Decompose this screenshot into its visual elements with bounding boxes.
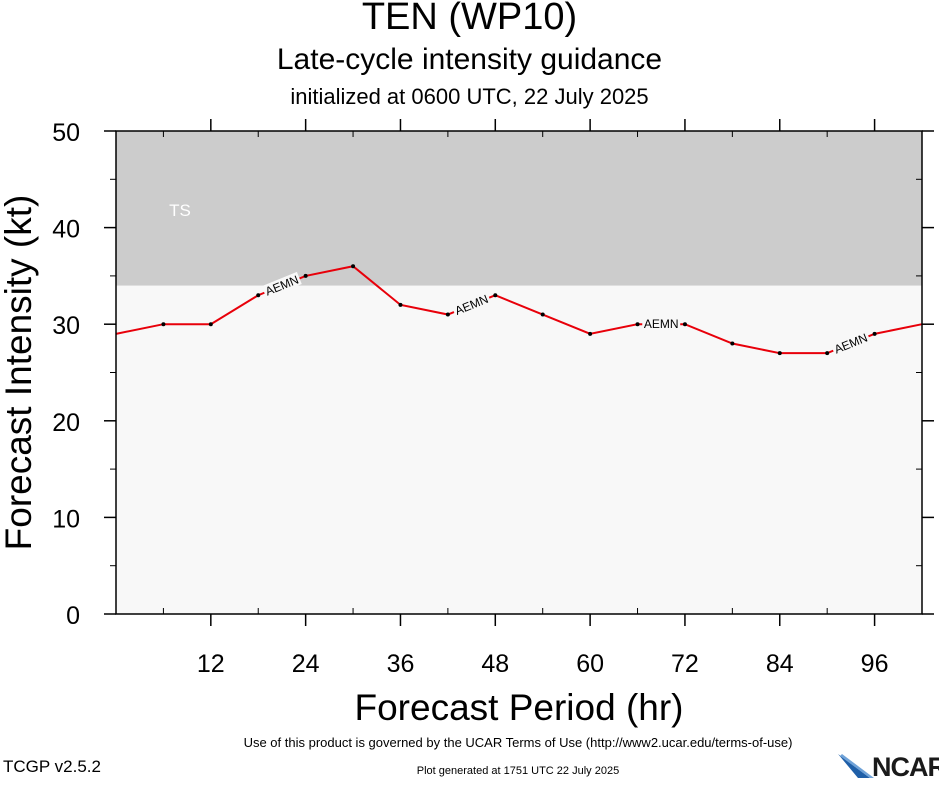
x-tick-label: 96 <box>861 650 889 678</box>
y-tick-label: 10 <box>52 505 80 533</box>
x-axis-label: Forecast Period (hr) <box>355 687 684 728</box>
y-tick-label: 20 <box>52 409 80 437</box>
x-tick-label: 84 <box>766 650 794 678</box>
initialization-time: initialized at 0600 UTC, 22 July 2025 <box>290 84 649 109</box>
data-point <box>872 331 877 336</box>
data-point <box>303 273 308 278</box>
data-point <box>825 351 830 356</box>
ncar-swoosh-icon <box>838 754 874 778</box>
terms-of-use-notice: Use of this product is governed by the U… <box>243 735 793 750</box>
version-label: TCGP v2.5.2 <box>3 757 101 776</box>
y-tick-label: 50 <box>52 119 80 147</box>
x-tick-label: 24 <box>292 650 320 678</box>
y-tick-label: 30 <box>52 312 80 340</box>
x-tick-label: 48 <box>481 650 509 678</box>
plot-frame <box>115 130 923 615</box>
data-point <box>208 322 213 327</box>
x-tick-label: 60 <box>576 650 604 678</box>
data-point <box>445 312 450 317</box>
y-tick-label: 0 <box>66 602 80 630</box>
x-tick-label: 72 <box>671 650 699 678</box>
series-inline-label: AEMN <box>642 317 681 331</box>
series-line-aemn <box>115 265 923 355</box>
intensity-band <box>116 131 922 286</box>
data-point <box>540 312 545 317</box>
generated-timestamp: Plot generated at 1751 UTC 22 July 2025 <box>416 765 620 777</box>
label-background <box>642 317 681 331</box>
data-point <box>493 293 498 298</box>
band-label: TS <box>169 201 191 220</box>
data-point <box>682 322 687 327</box>
x-tick-label: 12 <box>197 650 225 678</box>
chart-subtitle: Late-cycle intensity guidance <box>276 43 663 76</box>
y-axis-label: Forecast Intensity (kt) <box>0 195 39 551</box>
ncar-logo: NCAR <box>836 752 939 782</box>
data-point <box>398 302 403 307</box>
data-point <box>777 351 782 356</box>
ncar-logo-text: NCAR <box>872 752 939 782</box>
series-name-label: AEMN <box>644 317 679 331</box>
y-tick-label: 40 <box>52 216 80 244</box>
label-background <box>830 329 871 357</box>
data-point <box>588 331 593 336</box>
data-point <box>256 293 261 298</box>
chart-title: TEN (WP10) <box>361 0 578 38</box>
label-background <box>261 271 302 299</box>
data-point <box>161 322 166 327</box>
x-tick-label: 36 <box>387 650 415 678</box>
label-background <box>451 291 492 318</box>
data-point <box>730 341 735 346</box>
data-point <box>351 264 356 269</box>
data-point <box>635 322 640 327</box>
